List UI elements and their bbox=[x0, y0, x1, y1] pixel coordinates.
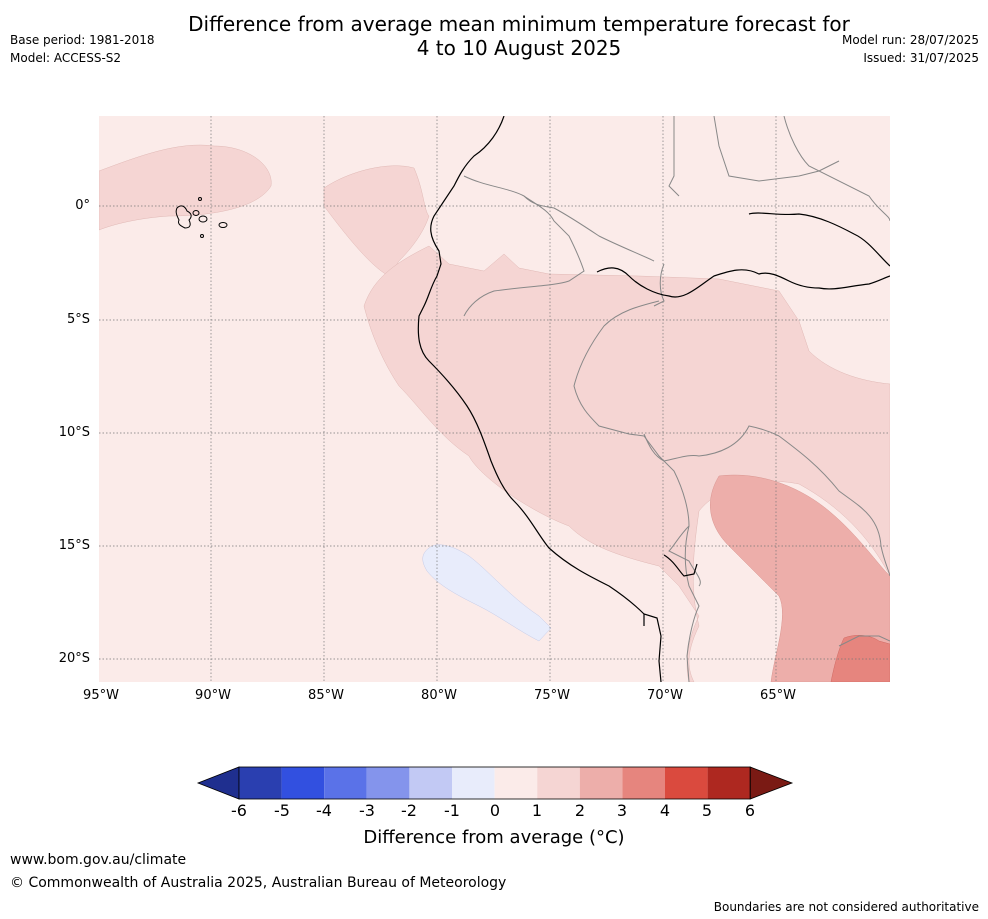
colorbar-tick: 3 bbox=[616, 801, 628, 820]
lat-label-10s: 10°S bbox=[58, 425, 90, 440]
anomaly-neg1-0-offshore-peru bbox=[422, 544, 552, 642]
lat-label-15s: 15°S bbox=[58, 538, 90, 553]
anomaly-3-4-southeast-corner bbox=[830, 635, 890, 682]
anomaly-1-2-coastal-ecuador bbox=[323, 165, 430, 277]
colorbar-tick: 1 bbox=[531, 801, 543, 820]
colorbar-tick: -6 bbox=[231, 801, 247, 820]
anomaly-1-2-galapagos bbox=[99, 144, 272, 231]
colorbar-tick: 4 bbox=[659, 801, 671, 820]
colorbar-tick: -1 bbox=[444, 801, 460, 820]
colorbar-bin-neg1-0 bbox=[452, 767, 495, 799]
colorbar-tick: 2 bbox=[574, 801, 586, 820]
issued-text: Issued: 31/07/2025 bbox=[863, 51, 979, 65]
colorbar-bin-4-5 bbox=[665, 767, 708, 799]
map-title: Difference from average mean minimum tem… bbox=[0, 12, 988, 60]
country-borders bbox=[463, 116, 890, 682]
model-run-text: Model run: 28/07/2025 bbox=[841, 33, 979, 47]
colorbar-bin-2-3 bbox=[579, 767, 623, 799]
colorbar-tick: 5 bbox=[701, 801, 713, 820]
colorbar-bin-neg5-neg4 bbox=[281, 767, 325, 799]
model-text: Model: ACCESS-S2 bbox=[10, 51, 122, 65]
colorbar-tick: 0 bbox=[489, 801, 501, 820]
colorbar-extend-high bbox=[749, 766, 794, 800]
colorbar bbox=[196, 766, 794, 800]
colorbar-tick: -4 bbox=[316, 801, 332, 820]
boundary-disclaimer: Boundaries are not considered authoritat… bbox=[713, 900, 979, 914]
base-period-text: Base period: 1981-2018 bbox=[10, 33, 155, 47]
colorbar-bin-1-2 bbox=[537, 767, 580, 799]
colorbar-bin-neg6-neg5 bbox=[239, 767, 282, 799]
lon-label-95w: 95°W bbox=[83, 688, 119, 703]
anomaly-map bbox=[99, 116, 890, 682]
colorbar-bin-neg4-neg3 bbox=[324, 767, 367, 799]
colorbar-bin-3-4 bbox=[622, 767, 665, 799]
anomaly-2-3-bolivia bbox=[710, 474, 890, 682]
colorbar-title: Difference from average (°C) bbox=[363, 827, 625, 848]
lat-label-5s: 5°S bbox=[66, 312, 90, 327]
lon-label-65w: 65°W bbox=[760, 688, 796, 703]
galapagos-islands bbox=[175, 197, 228, 238]
title-line-1: Difference from average mean minimum tem… bbox=[188, 12, 850, 36]
title-line-2: 4 to 10 August 2025 bbox=[416, 36, 622, 60]
colorbar-tick: 6 bbox=[744, 801, 756, 820]
lat-label-0: 0° bbox=[75, 198, 90, 213]
bom-url[interactable]: www.bom.gov.au/climate bbox=[10, 852, 187, 868]
colorbar-bin-5-6 bbox=[707, 767, 751, 799]
lon-label-85w: 85°W bbox=[308, 688, 344, 703]
lon-label-80w: 80°W bbox=[421, 688, 457, 703]
lon-label-70w: 70°W bbox=[647, 688, 683, 703]
colorbar-bin-neg3-neg2 bbox=[366, 767, 410, 799]
coastlines bbox=[417, 116, 890, 682]
colorbar-tick: -3 bbox=[359, 801, 375, 820]
colorbar-bin-neg2-neg1 bbox=[409, 767, 452, 799]
copyright-text: © Commonwealth of Australia 2025, Austra… bbox=[10, 875, 507, 891]
colorbar-bin-0-1 bbox=[494, 767, 538, 799]
lon-label-90w: 90°W bbox=[195, 688, 231, 703]
graticule bbox=[99, 116, 890, 682]
colorbar-tick: -2 bbox=[401, 801, 417, 820]
lat-label-20s: 20°S bbox=[58, 651, 90, 666]
colorbar-tick: -5 bbox=[274, 801, 290, 820]
lon-label-75w: 75°W bbox=[534, 688, 570, 703]
colorbar-extend-low bbox=[196, 766, 240, 800]
